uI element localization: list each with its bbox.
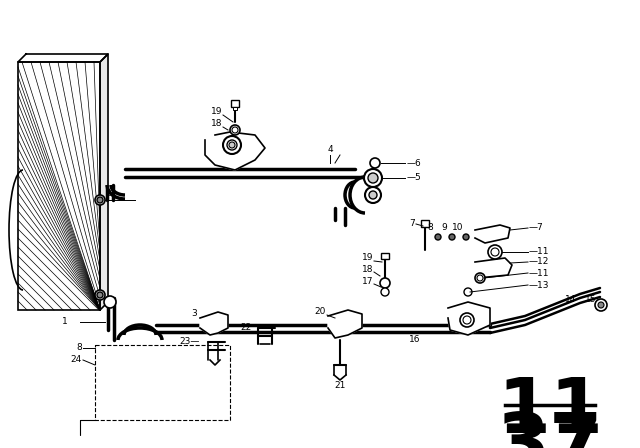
Text: 4: 4 <box>327 146 333 155</box>
Circle shape <box>364 169 382 187</box>
Circle shape <box>380 278 390 288</box>
Text: 37: 37 <box>497 410 603 448</box>
Circle shape <box>95 195 105 205</box>
Text: —12: —12 <box>529 258 549 267</box>
Text: —6: —6 <box>407 159 422 168</box>
Circle shape <box>97 197 103 203</box>
Polygon shape <box>18 54 108 62</box>
Text: 24: 24 <box>71 356 82 365</box>
Circle shape <box>97 292 103 298</box>
Polygon shape <box>205 132 265 170</box>
Polygon shape <box>475 225 510 243</box>
Text: 16: 16 <box>409 336 420 345</box>
Text: —7: —7 <box>529 224 544 233</box>
Circle shape <box>365 187 381 203</box>
Circle shape <box>598 302 604 308</box>
Circle shape <box>104 296 116 308</box>
Text: 10: 10 <box>452 224 464 233</box>
Text: 3: 3 <box>191 310 197 319</box>
Text: 8: 8 <box>427 224 433 233</box>
Text: 21: 21 <box>334 380 346 389</box>
Text: 1: 1 <box>62 318 68 327</box>
Text: 7: 7 <box>409 220 415 228</box>
Text: 8: 8 <box>76 344 82 353</box>
Text: 17: 17 <box>362 277 373 287</box>
Bar <box>233 107 237 110</box>
Text: —13: —13 <box>529 280 550 289</box>
Text: 20: 20 <box>315 307 326 316</box>
Text: 22: 22 <box>241 323 252 332</box>
Polygon shape <box>100 54 108 310</box>
Text: 23—: 23— <box>180 337 200 346</box>
Text: —11: —11 <box>529 247 550 257</box>
Bar <box>421 220 429 227</box>
Text: 19: 19 <box>211 108 222 116</box>
Bar <box>95 345 230 420</box>
Circle shape <box>230 125 240 135</box>
Circle shape <box>229 142 235 148</box>
Polygon shape <box>200 312 228 335</box>
Circle shape <box>369 191 377 199</box>
Text: 18: 18 <box>211 120 222 129</box>
Text: 19: 19 <box>362 254 373 263</box>
Text: 11: 11 <box>497 375 603 448</box>
Text: 18: 18 <box>362 266 373 275</box>
Bar <box>231 100 239 107</box>
Circle shape <box>449 234 455 240</box>
Circle shape <box>488 245 502 259</box>
Circle shape <box>368 173 378 183</box>
Circle shape <box>223 136 241 154</box>
Text: —5: —5 <box>407 173 422 182</box>
Circle shape <box>460 313 474 327</box>
Text: 2: 2 <box>105 189 111 198</box>
Circle shape <box>370 158 380 168</box>
Circle shape <box>463 234 469 240</box>
Text: 14: 14 <box>565 296 577 305</box>
Polygon shape <box>448 302 490 335</box>
Polygon shape <box>328 310 362 338</box>
Text: 15: 15 <box>585 296 596 305</box>
Circle shape <box>381 288 389 296</box>
Circle shape <box>464 288 472 296</box>
Circle shape <box>595 299 607 311</box>
Polygon shape <box>475 258 512 278</box>
Circle shape <box>435 234 441 240</box>
Bar <box>18 62 100 310</box>
Circle shape <box>95 290 105 300</box>
Text: 9: 9 <box>441 224 447 233</box>
Bar <box>381 253 389 259</box>
Text: —11: —11 <box>529 268 550 277</box>
Circle shape <box>475 273 485 283</box>
Bar <box>18 62 100 310</box>
